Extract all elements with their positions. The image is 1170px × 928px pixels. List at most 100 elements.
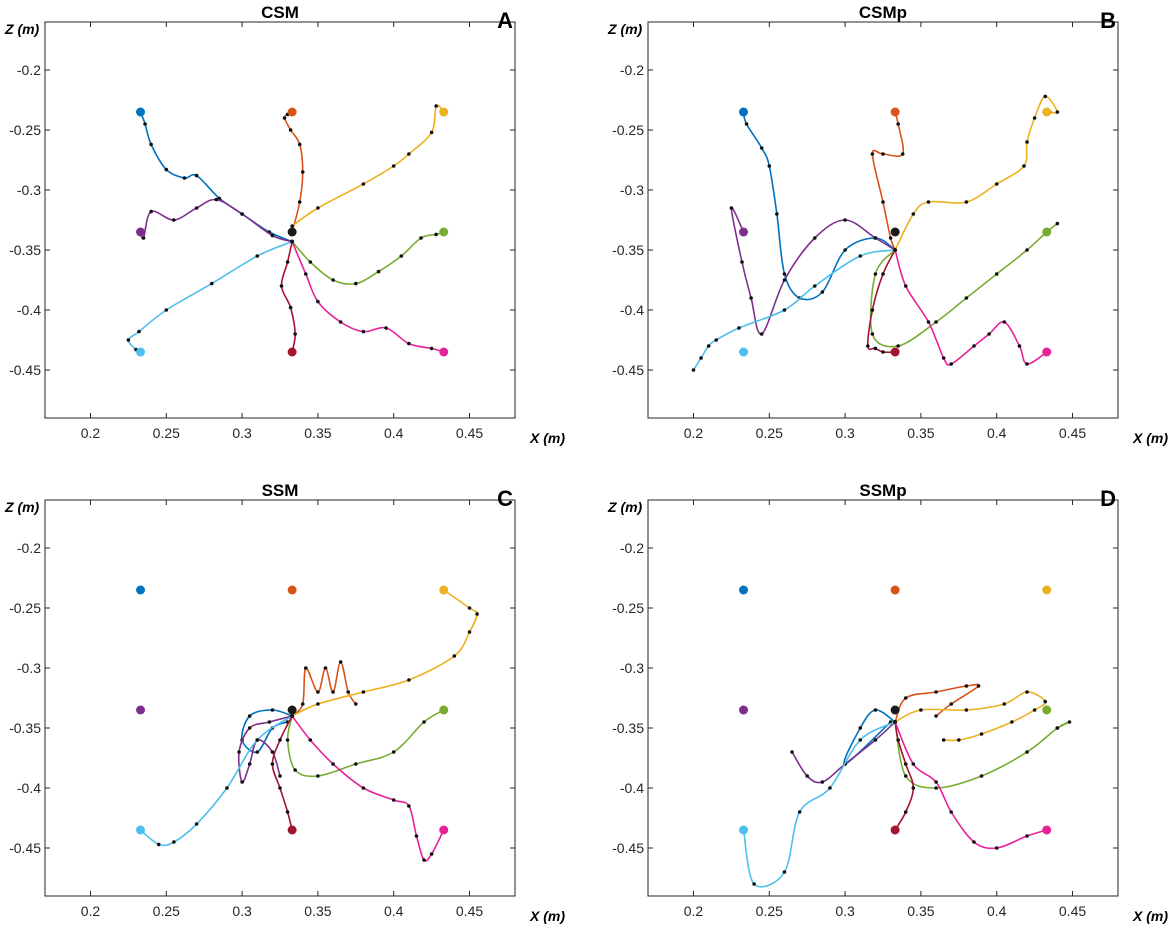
x-tick-label: 0.2 [684, 425, 704, 441]
y-tick-label: -0.25 [9, 600, 41, 616]
sample-point [354, 702, 358, 706]
trajectory-green [286, 709, 445, 778]
sample-point [873, 272, 878, 276]
sample-point [820, 290, 825, 294]
sample-point [141, 236, 146, 240]
sample-point [893, 720, 897, 724]
target-cyan [136, 347, 146, 357]
x-tick-label: 0.25 [153, 425, 180, 441]
target-green [1042, 705, 1052, 715]
sample-point [858, 738, 863, 742]
y-axis-label: Z (m) [4, 21, 40, 37]
sample-point [911, 762, 916, 766]
panel-title: SSM [262, 481, 299, 500]
target-blue [136, 107, 146, 117]
x-tick-label: 0.35 [907, 425, 934, 441]
target-green [1042, 227, 1052, 237]
target-purple [136, 705, 146, 715]
sample-point [270, 708, 275, 712]
axes-box [44, 21, 516, 419]
sample-point [1032, 708, 1037, 712]
x-axis-label: X (m) [1132, 908, 1168, 924]
x-tick-label: 0.35 [304, 903, 331, 919]
sample-point [407, 341, 411, 346]
target-yellow [439, 585, 449, 595]
target-magenta [439, 347, 449, 357]
target-orange [287, 107, 297, 117]
sample-point [429, 852, 434, 856]
sample-point [137, 329, 141, 334]
x-tick-label: 0.25 [756, 903, 783, 919]
sample-point [911, 786, 916, 790]
x-axis-label: X (m) [529, 430, 565, 446]
panel-letter: D [1100, 486, 1116, 511]
sample-point [1025, 140, 1029, 144]
y-tick-label: -0.35 [612, 720, 644, 736]
sample-point [805, 774, 809, 778]
sample-point [1025, 750, 1029, 754]
sample-point [893, 248, 897, 252]
target-cyan [739, 825, 749, 835]
sample-point [429, 130, 434, 135]
sample-point [467, 606, 472, 610]
x-tick-label: 0.45 [1059, 425, 1086, 441]
sample-point [729, 206, 734, 210]
sample-point [896, 738, 900, 742]
sample-point [407, 152, 411, 156]
sample-point [331, 278, 335, 282]
sample-point [303, 666, 308, 670]
sample-point [164, 167, 169, 172]
sample-point [858, 254, 863, 258]
sample-point [797, 810, 802, 814]
sample-point [293, 768, 297, 772]
sample-point [888, 236, 893, 240]
target-yellow [439, 107, 449, 117]
trajectory-magenta [894, 721, 1048, 850]
sample-point [782, 870, 787, 874]
sample-point [391, 750, 396, 754]
sample-point [812, 284, 817, 288]
sample-point [1025, 362, 1029, 366]
sample-point [870, 152, 875, 156]
x-tick-label: 0.2 [81, 425, 101, 441]
y-tick-label: -0.45 [9, 362, 41, 378]
sample-point [775, 212, 779, 216]
sample-point [422, 858, 426, 862]
y-tick-label: -0.3 [620, 660, 644, 676]
target-purple [739, 705, 749, 715]
target-darkred [890, 347, 900, 357]
sample-point [987, 332, 991, 336]
panel-d: 0.2 0.25 0.3 0.35 0.4 0.45 -0.2 -0.25 -0.3 -0.35 -… [607, 481, 1168, 924]
x-tick-label: 0.2 [684, 903, 704, 919]
sample-point [407, 678, 411, 682]
sample-point [422, 720, 426, 724]
sample-point [1067, 720, 1072, 724]
axes-box [647, 21, 1119, 419]
sample-point [994, 272, 999, 276]
sample-point [873, 708, 878, 712]
target-blue [739, 107, 749, 117]
sample-point [285, 810, 290, 814]
sample-point [285, 260, 290, 264]
sample-point [691, 368, 696, 372]
sample-point [873, 738, 878, 742]
sample-point [316, 774, 320, 778]
sample-point [172, 218, 176, 222]
panel-letter: C [497, 486, 513, 511]
sample-point [126, 338, 131, 342]
sample-point [240, 780, 244, 784]
sample-point [706, 344, 711, 348]
sample-point [278, 774, 282, 778]
panel-title: SSMp [859, 481, 906, 500]
panel-b: 0.2 0.25 0.3 0.35 0.4 0.45 -0.2 -0.25 -0.3 -0.35 -… [607, 3, 1168, 446]
sample-point [782, 308, 787, 312]
sample-point [782, 278, 787, 282]
sample-point [391, 798, 396, 802]
sample-point [896, 122, 900, 126]
x-tick-label: 0.25 [756, 425, 783, 441]
sample-point [926, 320, 931, 324]
x-tick-label: 0.3 [232, 903, 252, 919]
y-tick-label: -0.45 [9, 840, 41, 856]
sample-point [782, 272, 787, 276]
sample-point [467, 630, 472, 634]
